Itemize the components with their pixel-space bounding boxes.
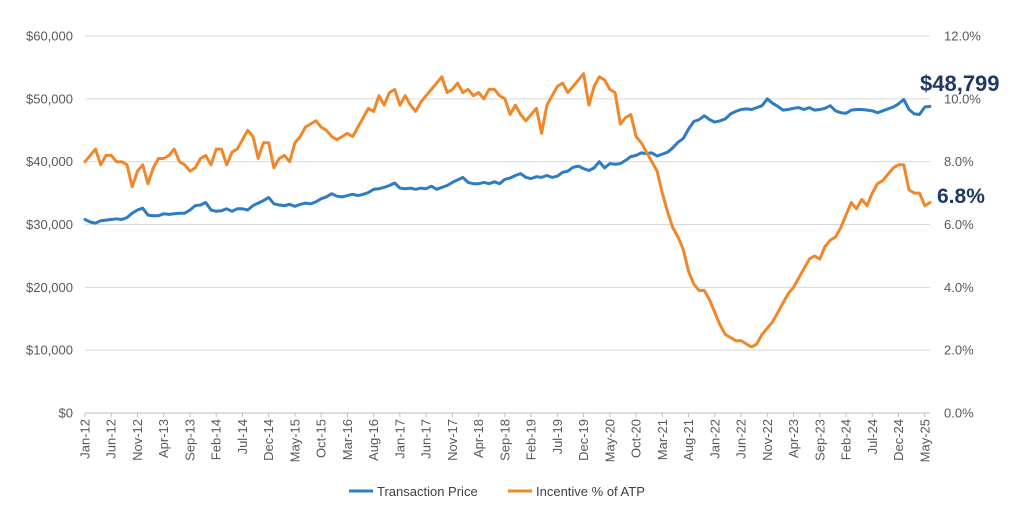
x-tick-label: Dec-24	[891, 419, 906, 461]
x-tick-label: Apr-18	[471, 419, 486, 458]
x-tick-label: Nov-12	[130, 419, 145, 461]
annotation-transaction-price: $48,799	[920, 71, 1000, 96]
left-y-tick-label: $40,000	[26, 154, 73, 169]
right-y-tick-label: 8.0%	[944, 154, 974, 169]
x-axis: Jan-12 Jun-12 Nov-12 Apr-13 Sep-13 Feb-14 Jul-…	[78, 413, 932, 462]
x-tick-label: Jun-17	[419, 419, 434, 459]
legend-label-transaction-price: Transaction Price	[377, 484, 478, 499]
x-tick-label: May-20	[602, 419, 617, 462]
x-tick-label: Jan-12	[78, 419, 93, 459]
x-tick-label: Jul-19	[550, 419, 565, 454]
annotation-incentive-pct: 6.8%	[937, 185, 985, 208]
series-lines	[83, 72, 932, 349]
x-tick-label: Aug-16	[366, 419, 381, 461]
legend-label-incentive-pct: Incentive % of ATP	[536, 484, 645, 499]
end-annotations: $48,799 6.8%	[920, 71, 1000, 208]
right-y-tick-label: 6.0%	[944, 217, 974, 232]
x-tick-label: Mar-21	[655, 419, 670, 460]
left-y-tick-label: $30,000	[26, 217, 73, 232]
x-tick-label: May-15	[287, 419, 302, 462]
x-tick-label: Jan-17	[392, 419, 407, 459]
x-tick-label: Apr-23	[786, 419, 801, 458]
right-y-tick-label: 2.0%	[944, 343, 974, 358]
x-tick-label: Jul-24	[865, 419, 880, 454]
x-tick-label: Nov-22	[760, 419, 775, 461]
left-y-tick-label: $60,000	[26, 29, 73, 44]
series-line-incentive-pct	[83, 72, 932, 349]
right-y-tick-label: 4.0%	[944, 280, 974, 295]
x-tick-label: Feb-19	[524, 419, 539, 460]
left-y-axis: $0 $10,000 $20,000 $30,000 $40,000 $50,000 $60…	[26, 29, 73, 421]
legend: Transaction Price Incentive % of ATP	[349, 484, 645, 499]
left-y-tick-label: $10,000	[26, 343, 73, 358]
x-tick-label: Feb-24	[839, 419, 854, 460]
x-tick-label: Sep-13	[182, 419, 197, 461]
x-tick-label: Apr-13	[156, 419, 171, 458]
x-tick-label: Jun-12	[104, 419, 119, 459]
x-tick-label: Nov-17	[445, 419, 460, 461]
gridlines	[85, 35, 930, 414]
x-tick-label: Sep-18	[497, 419, 512, 461]
x-tick-label: Aug-21	[681, 419, 696, 461]
series-line-transaction-price	[83, 97, 932, 225]
x-tick-label: Jan-22	[707, 419, 722, 459]
x-tick-label: Oct-20	[629, 419, 644, 458]
left-y-tick-label: $20,000	[26, 280, 73, 295]
x-tick-label: Jul-14	[235, 419, 250, 454]
x-tick-label: Dec-19	[576, 419, 591, 461]
x-tick-label: Feb-14	[209, 419, 224, 460]
x-tick-label: Oct-15	[314, 419, 329, 458]
left-y-tick-label: $50,000	[26, 91, 73, 106]
right-y-tick-label: 10.0%	[944, 91, 981, 106]
left-y-tick-label: $0	[59, 406, 73, 421]
x-tick-label: Mar-16	[340, 419, 355, 460]
right-y-tick-label: 12.0%	[944, 29, 981, 44]
right-y-axis: 0.0% 2.0% 4.0% 6.0% 8.0% 10.0% 12.0%	[944, 29, 981, 421]
x-tick-label: Sep-23	[812, 419, 827, 461]
x-tick-label: Jun-22	[734, 419, 749, 459]
x-tick-label: May-25	[917, 419, 932, 462]
x-tick-label: Dec-14	[261, 419, 276, 461]
right-y-tick-label: 0.0%	[944, 406, 974, 421]
